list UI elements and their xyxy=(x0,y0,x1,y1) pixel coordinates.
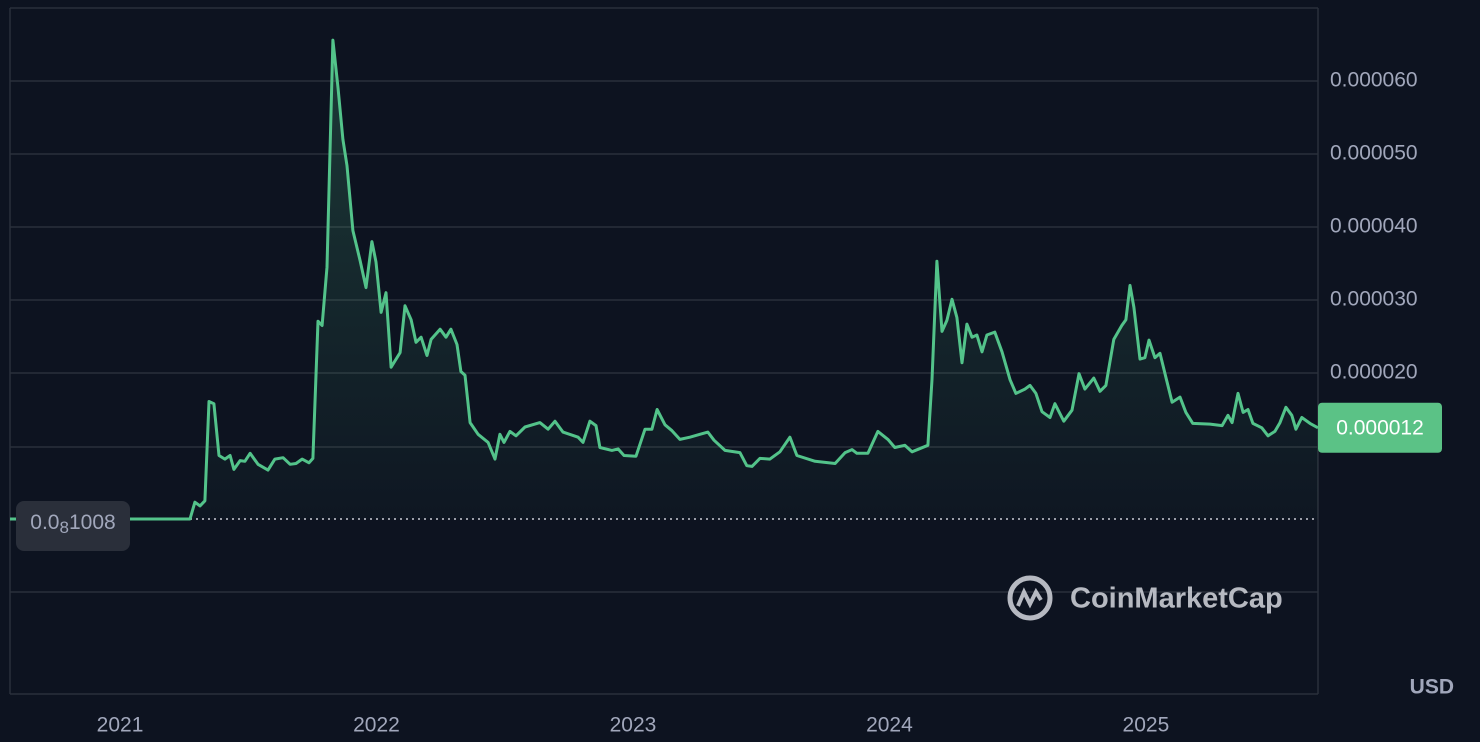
brand-icon xyxy=(1007,575,1053,621)
start-price: 0.081008 xyxy=(30,511,115,538)
x-tick-label: 2024 xyxy=(866,714,913,737)
y-tick-label: 0.000020 xyxy=(1330,361,1418,384)
x-tick-label: 2025 xyxy=(1123,714,1170,737)
start-price-zeros: 8 xyxy=(60,518,69,537)
current-price-badge xyxy=(1318,402,1442,453)
y-tick-label: 0.000050 xyxy=(1330,142,1418,165)
brand: CoinMarketCap xyxy=(1070,583,1283,615)
watermark: CoinMarketCap xyxy=(1007,575,1283,621)
brand-icon xyxy=(1016,587,1043,609)
y-tick-label: 0.000060 xyxy=(1330,69,1418,92)
start-price-digits: 1008 xyxy=(69,511,116,534)
start-price-prefix: 0.0 xyxy=(30,511,59,534)
y-tick-label: 0.000030 xyxy=(1330,288,1418,311)
x-tick-label: 2022 xyxy=(353,714,400,737)
area xyxy=(10,40,1318,519)
y-tick-label: 0.000040 xyxy=(1330,215,1418,238)
currency: USD xyxy=(1410,676,1454,699)
price-line xyxy=(10,38,1319,521)
start-price-badge xyxy=(16,500,130,551)
current-price: 0.000012 xyxy=(1336,416,1424,439)
x-tick-label: 2023 xyxy=(610,714,657,737)
grid xyxy=(9,7,1319,695)
x-tick-label: 2021 xyxy=(97,714,144,737)
